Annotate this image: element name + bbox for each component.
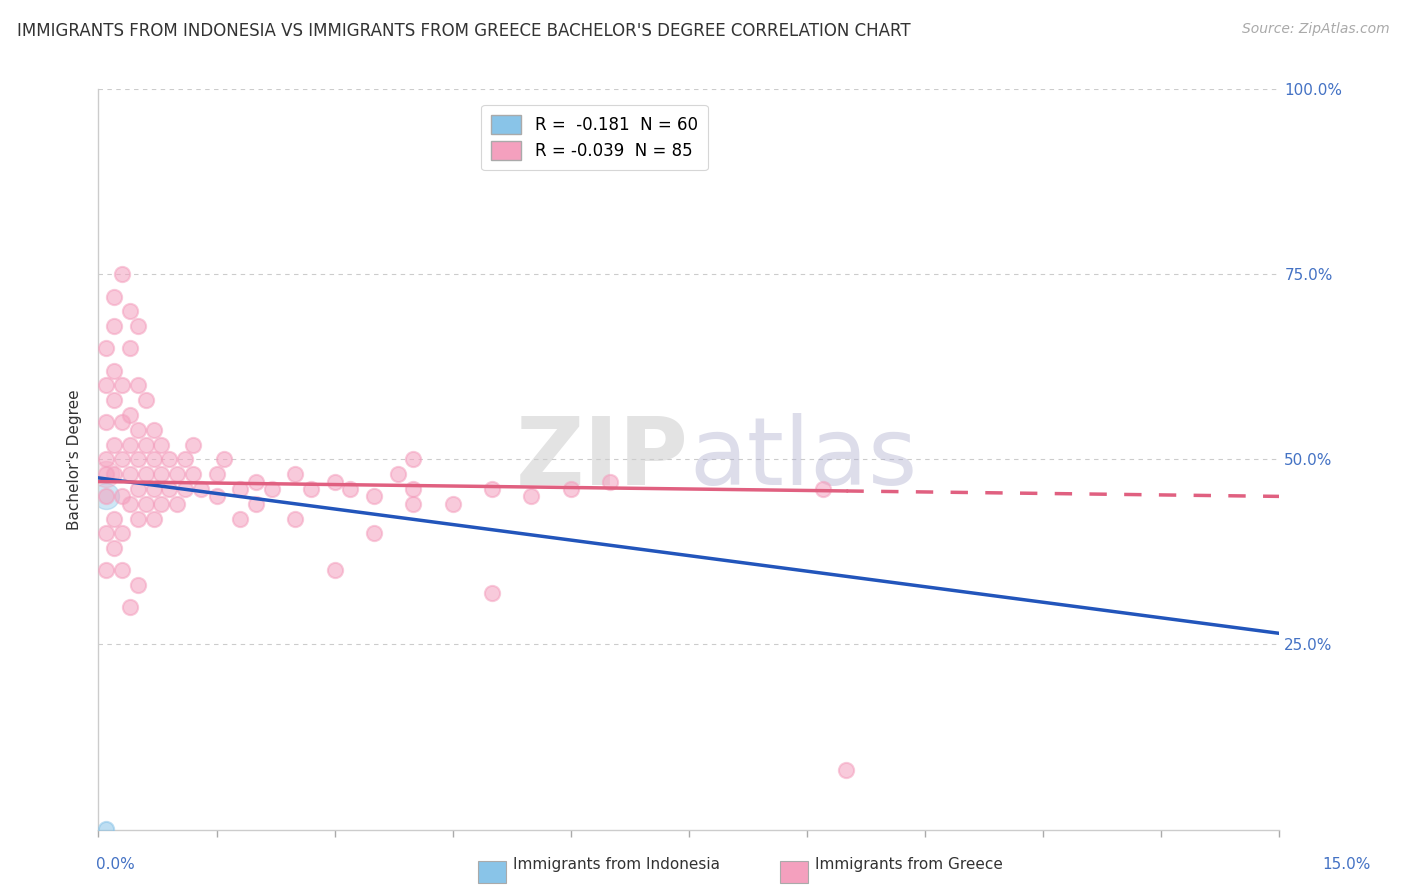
Point [157, 452, 180, 467]
Point [118, 497, 141, 511]
Text: 0.0%: 0.0% [96, 857, 135, 872]
Point [245, 475, 267, 489]
Point [166, 467, 188, 482]
Point [520, 489, 543, 503]
Point [323, 564, 346, 578]
Point [142, 511, 165, 525]
Point [142, 423, 165, 437]
Point [111, 452, 134, 467]
Point [96, 467, 118, 482]
Point [229, 482, 252, 496]
Point [111, 526, 134, 541]
Text: Immigrants from Greece: Immigrants from Greece [815, 857, 1004, 872]
Point [150, 437, 173, 451]
Point [96, 341, 118, 355]
Point [166, 497, 188, 511]
Text: IMMIGRANTS FROM INDONESIA VS IMMIGRANTS FROM GREECE BACHELOR'S DEGREE CORRELATIO: IMMIGRANTS FROM INDONESIA VS IMMIGRANTS … [17, 22, 911, 40]
Point [96, 378, 118, 392]
Y-axis label: Bachelor's Degree: Bachelor's Degree [67, 389, 83, 530]
Text: 15.0%: 15.0% [1323, 857, 1371, 872]
Point [127, 423, 149, 437]
Point [142, 452, 165, 467]
Point [205, 467, 228, 482]
Point [127, 378, 149, 392]
Point [339, 482, 361, 496]
Legend: R =  -0.181  N = 60, R = -0.039  N = 85: R = -0.181 N = 60, R = -0.039 N = 85 [481, 105, 707, 170]
Point [181, 467, 204, 482]
Point [260, 482, 283, 496]
Point [103, 437, 125, 451]
Text: atlas: atlas [689, 413, 917, 506]
Point [387, 467, 409, 482]
Point [111, 378, 134, 392]
Point [363, 489, 385, 503]
Point [299, 482, 322, 496]
Point [96, 452, 118, 467]
Point [174, 482, 197, 496]
Text: ZIP: ZIP [516, 413, 689, 506]
Point [96, 822, 118, 836]
Point [96, 489, 118, 503]
Point [150, 497, 173, 511]
Point [811, 482, 834, 496]
Point [284, 511, 307, 525]
Point [127, 319, 149, 334]
Point [835, 764, 858, 778]
Point [229, 511, 252, 525]
Point [111, 415, 134, 429]
Point [111, 489, 134, 503]
Point [118, 408, 141, 422]
Point [481, 482, 503, 496]
Point [96, 415, 118, 429]
Point [127, 578, 149, 592]
Point [402, 452, 425, 467]
Point [118, 304, 141, 318]
Point [111, 268, 134, 282]
Point [135, 497, 157, 511]
Point [150, 467, 173, 482]
Point [245, 497, 267, 511]
Point [103, 289, 125, 303]
Point [96, 467, 118, 482]
Point [214, 452, 236, 467]
Point [481, 585, 503, 599]
Point [103, 511, 125, 525]
Point [205, 489, 228, 503]
Point [402, 482, 425, 496]
Point [323, 475, 346, 489]
Point [103, 467, 125, 482]
Point [441, 497, 464, 511]
Point [118, 437, 141, 451]
Point [157, 482, 180, 496]
Point [135, 437, 157, 451]
Point [103, 363, 125, 377]
Point [103, 393, 125, 408]
Point [174, 452, 197, 467]
Point [96, 564, 118, 578]
Point [118, 600, 141, 615]
Point [142, 482, 165, 496]
Point [135, 467, 157, 482]
Point [127, 452, 149, 467]
Point [103, 541, 125, 556]
Point [127, 482, 149, 496]
Point [560, 482, 582, 496]
Point [103, 319, 125, 334]
Point [96, 489, 118, 503]
Point [96, 526, 118, 541]
Point [135, 393, 157, 408]
Point [111, 564, 134, 578]
Point [118, 341, 141, 355]
Text: Source: ZipAtlas.com: Source: ZipAtlas.com [1241, 22, 1389, 37]
Point [402, 497, 425, 511]
Point [190, 482, 212, 496]
Point [363, 526, 385, 541]
Point [181, 437, 204, 451]
Point [599, 475, 621, 489]
Text: Immigrants from Indonesia: Immigrants from Indonesia [513, 857, 720, 872]
Point [127, 511, 149, 525]
Point [284, 467, 307, 482]
Point [118, 467, 141, 482]
